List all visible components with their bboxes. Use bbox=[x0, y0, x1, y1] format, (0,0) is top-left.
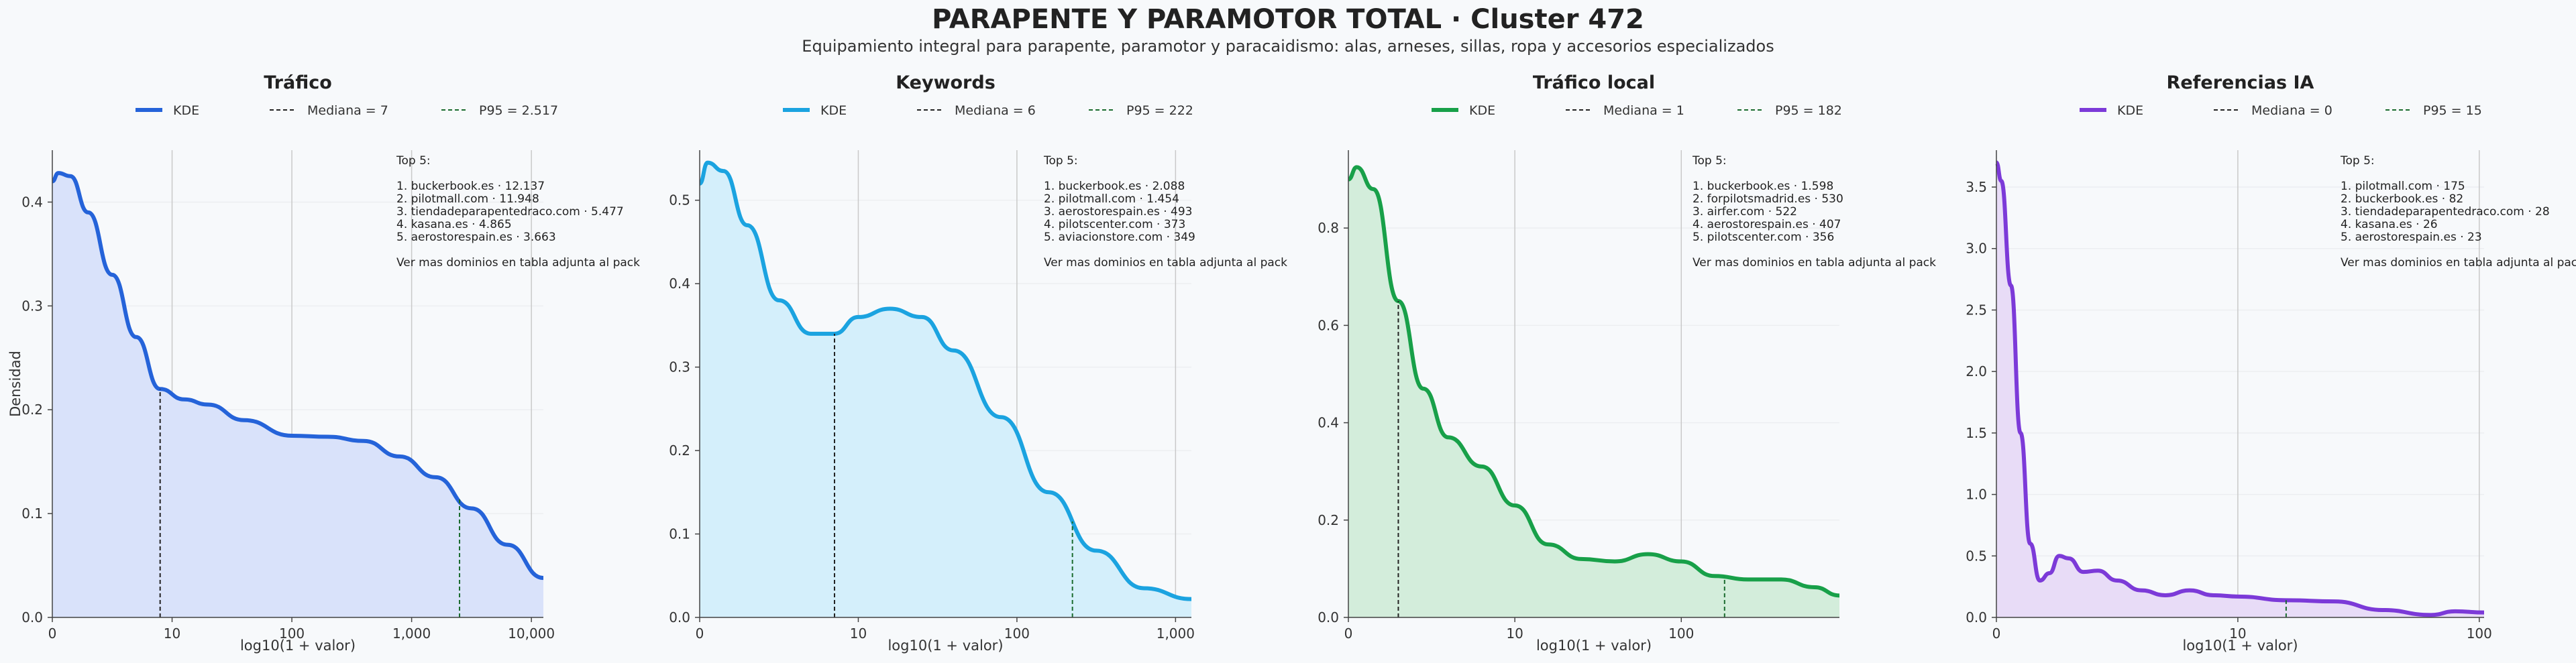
y-tick-label: 0.3 bbox=[21, 298, 43, 314]
top5-annotation-line: 2. buckerbook.es · 82 bbox=[2341, 192, 2463, 206]
y-tick-label: 0.4 bbox=[1318, 415, 1339, 431]
figure-subtitle: Equipamiento integral para parapente, pa… bbox=[802, 37, 1774, 56]
x-tick-label: 0 bbox=[1992, 625, 2001, 642]
x-axis-label: log10(1 + valor) bbox=[240, 638, 356, 654]
legend-kde-label: KDE bbox=[173, 103, 199, 118]
x-tick-label: 100 bbox=[1668, 625, 1694, 642]
kde-area bbox=[1348, 167, 1839, 618]
top5-annotation-line: 2. pilotmall.com · 11.948 bbox=[396, 192, 539, 206]
kde-line bbox=[51, 171, 544, 581]
top5-annotation-line: 3. tiendadeparapentedraco.com · 28 bbox=[2341, 205, 2550, 219]
top5-annotation-line: 5. aerostorespain.es · 23 bbox=[2341, 231, 2482, 244]
kde-area bbox=[700, 162, 1191, 617]
y-tick-label: 0.2 bbox=[669, 442, 690, 459]
y-tick-label: 0.4 bbox=[21, 194, 43, 210]
legend-kde-label: KDE bbox=[1469, 103, 1495, 118]
legend-kde-label: KDE bbox=[820, 103, 847, 118]
top5-annotation-line: Ver mas dominios en tabla adjunta al pac… bbox=[396, 256, 640, 269]
x-tick-label: 0 bbox=[696, 625, 704, 642]
y-tick-label: 0.6 bbox=[1318, 317, 1339, 333]
x-axis-label: log10(1 + valor) bbox=[2182, 638, 2298, 654]
panel-title: Keywords bbox=[896, 72, 996, 93]
x-tick-label: 1,000 bbox=[1157, 625, 1195, 642]
top5-annotation-line: 4. kasana.es · 4.865 bbox=[396, 218, 512, 231]
top5-annotation-line: 1. buckerbook.es · 2.088 bbox=[1044, 180, 1185, 193]
y-tick-label: 0.3 bbox=[669, 359, 690, 375]
x-tick-label: 0 bbox=[48, 625, 57, 642]
top5-annotation-line: 1. buckerbook.es · 12.137 bbox=[396, 180, 545, 193]
y-tick-label: 0.4 bbox=[669, 276, 690, 292]
x-axis-label: log10(1 + valor) bbox=[888, 638, 1003, 654]
y-tick-label: 0.0 bbox=[1966, 609, 1987, 625]
x-tick-label: 10,000 bbox=[508, 625, 555, 642]
x-axis-label: log10(1 + valor) bbox=[1536, 638, 1652, 654]
top5-annotation-line: Top 5: bbox=[2340, 154, 2375, 168]
legend-median-label: Mediana = 0 bbox=[2251, 103, 2332, 118]
top5-annotation-line: 3. tiendadeparapentedraco.com · 5.477 bbox=[396, 205, 624, 219]
top5-annotation-line: 1. pilotmall.com · 175 bbox=[2341, 180, 2465, 193]
x-tick-label: 100 bbox=[1004, 625, 1030, 642]
y-tick-label: 0.1 bbox=[669, 526, 690, 542]
figure-title: PARAPENTE Y PARAMOTOR TOTAL · Cluster 47… bbox=[932, 4, 1644, 35]
top5-annotation-line: 5. aerostorespain.es · 3.663 bbox=[396, 231, 556, 244]
top5-annotation-line: 5. pilotscenter.com · 356 bbox=[1693, 231, 1834, 244]
top5-annotation-line: 4. pilotscenter.com · 373 bbox=[1044, 218, 1185, 231]
panel-title: Tráfico bbox=[264, 72, 332, 93]
x-tick-label: 100 bbox=[279, 625, 305, 642]
top5-annotation-line: 4. kasana.es · 26 bbox=[2341, 218, 2438, 231]
legend-kde-label: KDE bbox=[2117, 103, 2143, 118]
x-tick-label: 1,000 bbox=[392, 625, 431, 642]
x-tick-label: 10 bbox=[850, 625, 867, 642]
y-tick-label: 1.5 bbox=[1966, 425, 1987, 441]
y-tick-label: 0.2 bbox=[1318, 512, 1339, 528]
y-tick-label: 0.5 bbox=[669, 192, 690, 208]
panel-title: Referencias IA bbox=[2167, 72, 2314, 93]
top5-annotation-line: 3. aerostorespain.es · 493 bbox=[1044, 205, 1192, 219]
top5-annotation-line: 5. aviacionstore.com · 349 bbox=[1044, 231, 1195, 244]
top5-annotation-line: Top 5: bbox=[1043, 154, 1078, 168]
y-tick-label: 0.5 bbox=[1966, 548, 1987, 564]
kde-area bbox=[52, 173, 543, 617]
kde-line bbox=[698, 160, 1192, 601]
x-tick-label: 10 bbox=[164, 625, 180, 642]
y-tick-label: 1.0 bbox=[1966, 487, 1987, 503]
panel-title: Tráfico local bbox=[1533, 72, 1655, 93]
x-tick-label: 0 bbox=[1344, 625, 1353, 642]
y-tick-label: 3.5 bbox=[1966, 179, 1987, 195]
y-axis-label: Densidad bbox=[7, 351, 23, 417]
x-tick-label: 10 bbox=[2229, 625, 2246, 642]
legend-p95-label: P95 = 15 bbox=[2423, 103, 2482, 118]
legend-median-label: Mediana = 1 bbox=[1603, 103, 1684, 118]
top5-annotation-line: Ver mas dominios en tabla adjunta al pac… bbox=[1693, 256, 1936, 269]
y-tick-label: 2.0 bbox=[1966, 363, 1987, 379]
y-tick-label: 0.0 bbox=[1318, 609, 1339, 625]
top5-annotation-line: 4. aerostorespain.es · 407 bbox=[1693, 218, 1841, 231]
top5-annotation-line: 2. forpilotsmadrid.es · 530 bbox=[1693, 192, 1843, 206]
top5-annotation-line: Ver mas dominios en tabla adjunta al pac… bbox=[1044, 256, 1287, 269]
legend-median-label: Mediana = 7 bbox=[307, 103, 388, 118]
top5-annotation-line: Top 5: bbox=[1692, 154, 1727, 168]
legend-p95-label: P95 = 222 bbox=[1126, 103, 1193, 118]
top5-annotation-line: 2. pilotmall.com · 1.454 bbox=[1044, 192, 1179, 206]
top5-annotation-line: 3. airfer.com · 522 bbox=[1693, 205, 1797, 219]
top5-annotation-line: Ver mas dominios en tabla adjunta al pac… bbox=[2341, 256, 2576, 269]
y-tick-label: 0.8 bbox=[1318, 220, 1339, 236]
x-tick-label: 10 bbox=[1506, 625, 1523, 642]
y-tick-label: 0.1 bbox=[21, 505, 43, 522]
y-tick-label: 0.0 bbox=[21, 609, 43, 625]
y-tick-label: 0.0 bbox=[669, 609, 690, 625]
x-tick-label: 100 bbox=[2467, 625, 2492, 642]
legend-p95-label: P95 = 2.517 bbox=[479, 103, 558, 118]
y-tick-label: 3.0 bbox=[1966, 241, 1987, 257]
kde-line bbox=[1994, 160, 2485, 617]
top5-annotation-line: 1. buckerbook.es · 1.598 bbox=[1693, 180, 1833, 193]
legend-p95-label: P95 = 182 bbox=[1775, 103, 1842, 118]
y-tick-label: 0.2 bbox=[21, 402, 43, 418]
kde-line bbox=[1347, 165, 1840, 598]
top5-annotation-line: Top 5: bbox=[396, 154, 431, 168]
y-tick-label: 2.5 bbox=[1966, 302, 1987, 318]
legend-median-label: Mediana = 6 bbox=[955, 103, 1036, 118]
